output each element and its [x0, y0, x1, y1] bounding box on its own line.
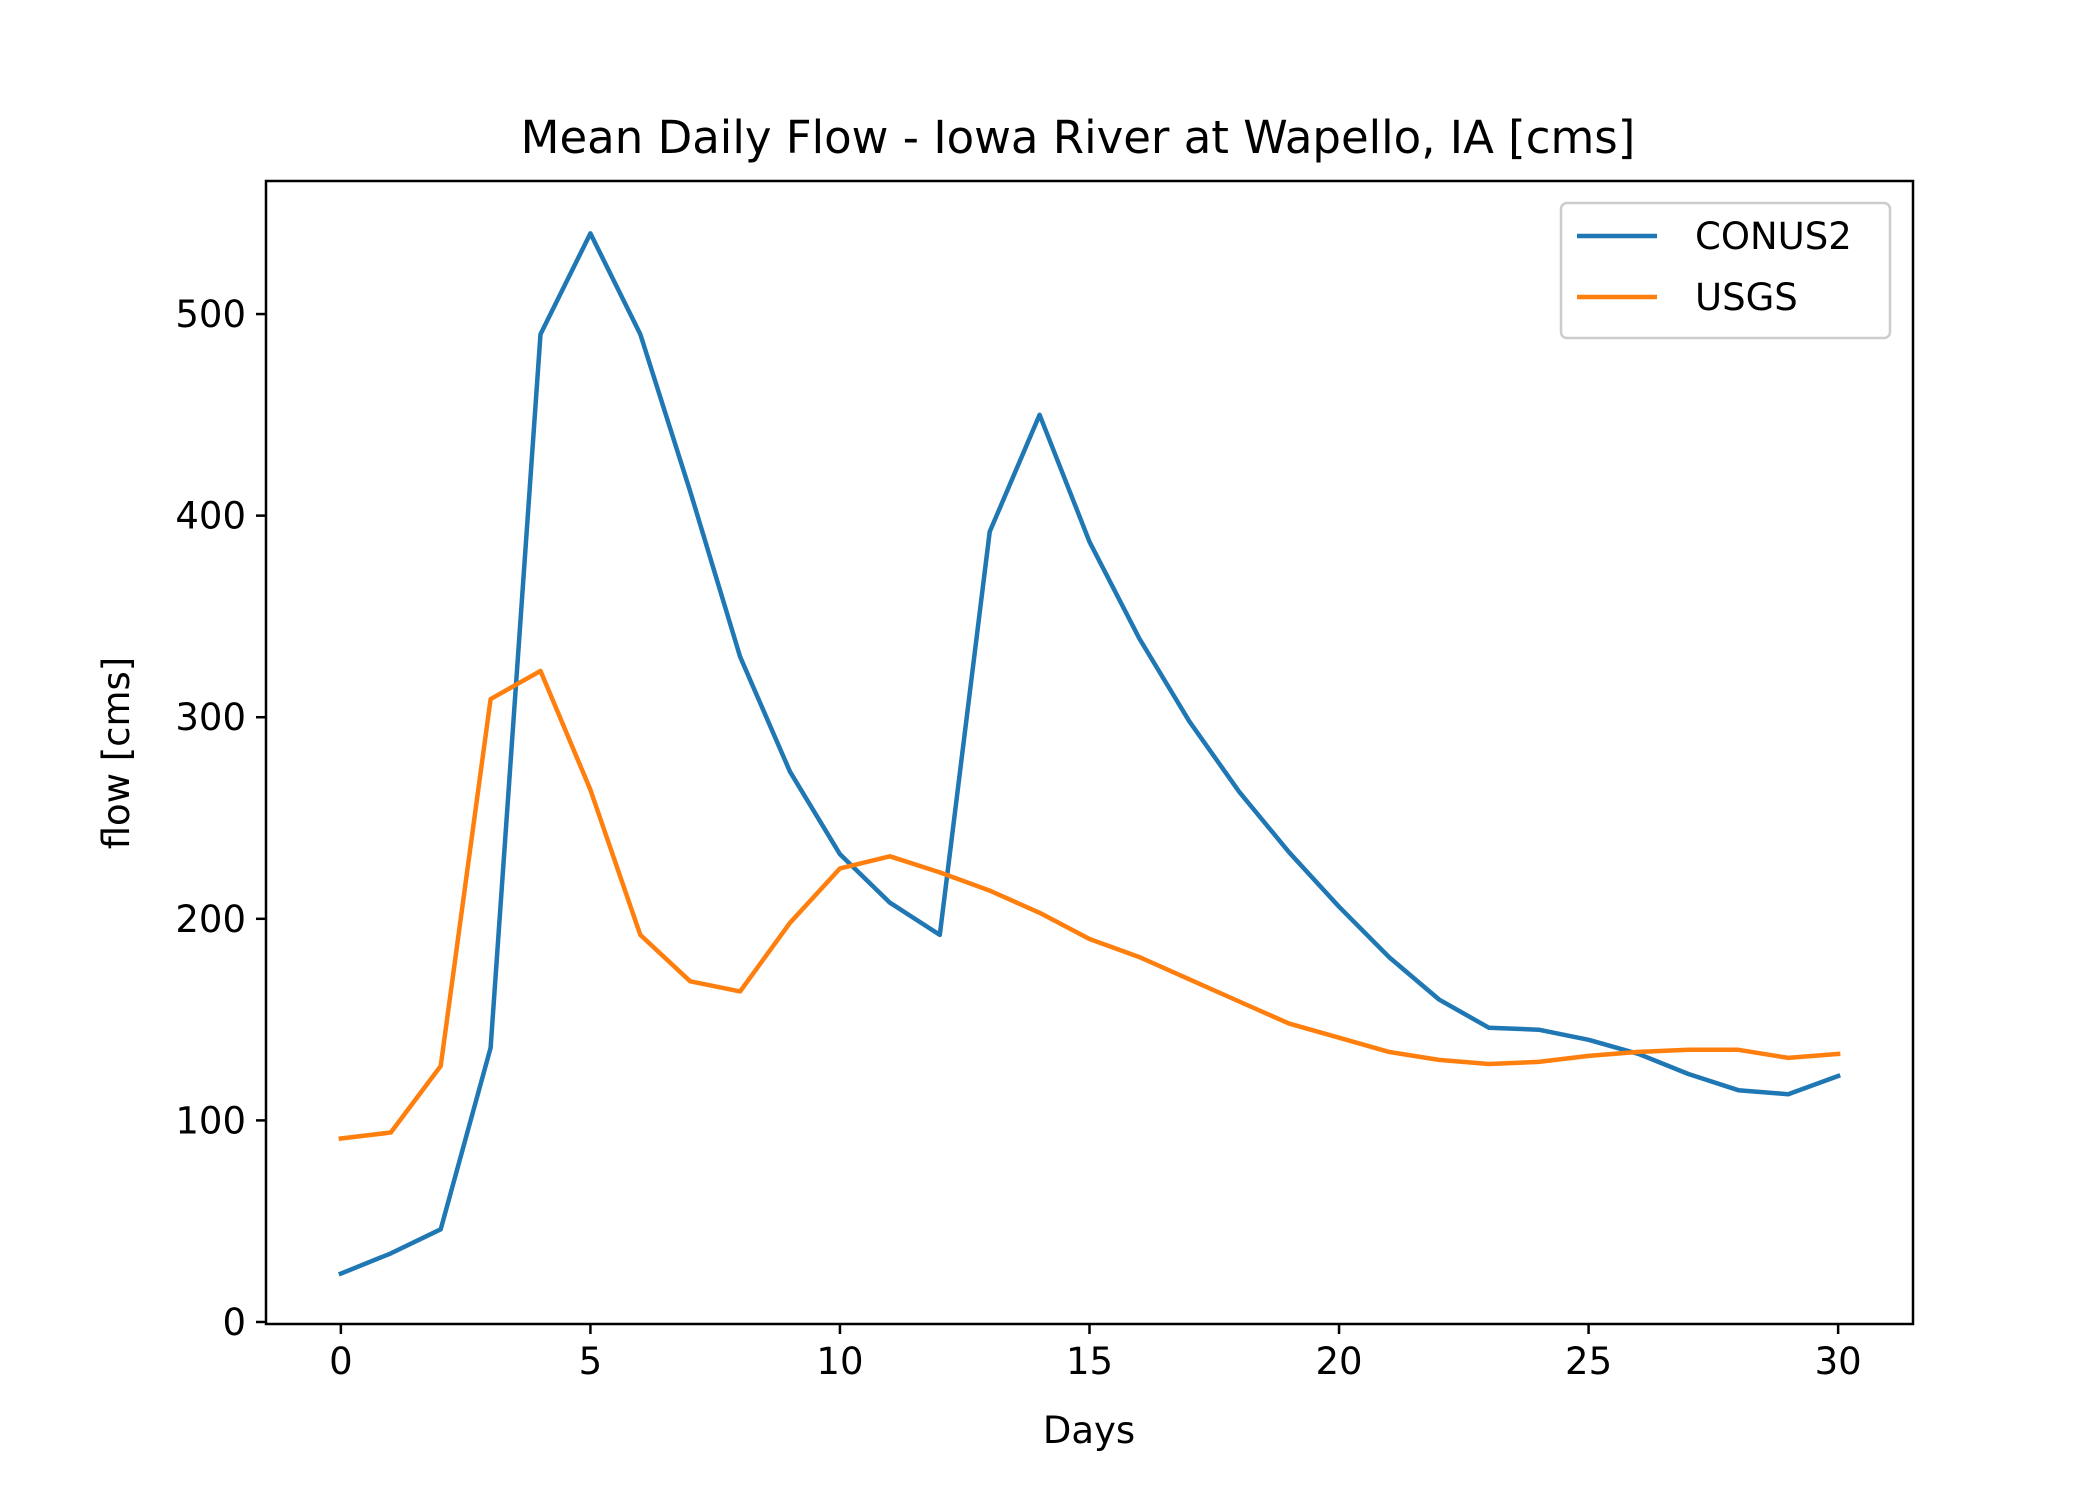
x-tick-label: 10 [816, 1340, 863, 1383]
x-tick-label: 0 [329, 1340, 353, 1383]
y-tick-label: 100 [175, 1099, 246, 1142]
y-tick-label: 500 [175, 293, 246, 336]
legend: CONUS2 USGS [1559, 201, 1892, 340]
x-tick-label: 15 [1066, 1340, 1113, 1383]
x-tick-label: 25 [1565, 1340, 1612, 1383]
chart-title: Mean Daily Flow - Iowa River at Wapello,… [521, 111, 1636, 164]
y-axis: 0 100 200 300 400 500 [175, 293, 266, 1344]
series-layer [337, 231, 1841, 1277]
x-tick-label: 5 [579, 1340, 603, 1383]
y-tick-label: 0 [222, 1301, 246, 1344]
x-axis-label: Days [1043, 1409, 1135, 1452]
y-axis-label: flow [cms] [95, 657, 138, 850]
series-line-conus2 [337, 231, 1841, 1277]
legend-label: USGS [1695, 276, 1798, 319]
series-line-usgs [338, 668, 1841, 1142]
x-tick-label: 30 [1815, 1340, 1862, 1383]
y-tick-label: 300 [175, 696, 246, 739]
y-tick-label: 200 [175, 898, 246, 941]
x-tick-label: 20 [1315, 1340, 1362, 1383]
legend-label: CONUS2 [1695, 215, 1852, 258]
x-axis: 0 5 10 15 20 25 30 [329, 1324, 1862, 1383]
y-tick-label: 400 [175, 495, 246, 538]
